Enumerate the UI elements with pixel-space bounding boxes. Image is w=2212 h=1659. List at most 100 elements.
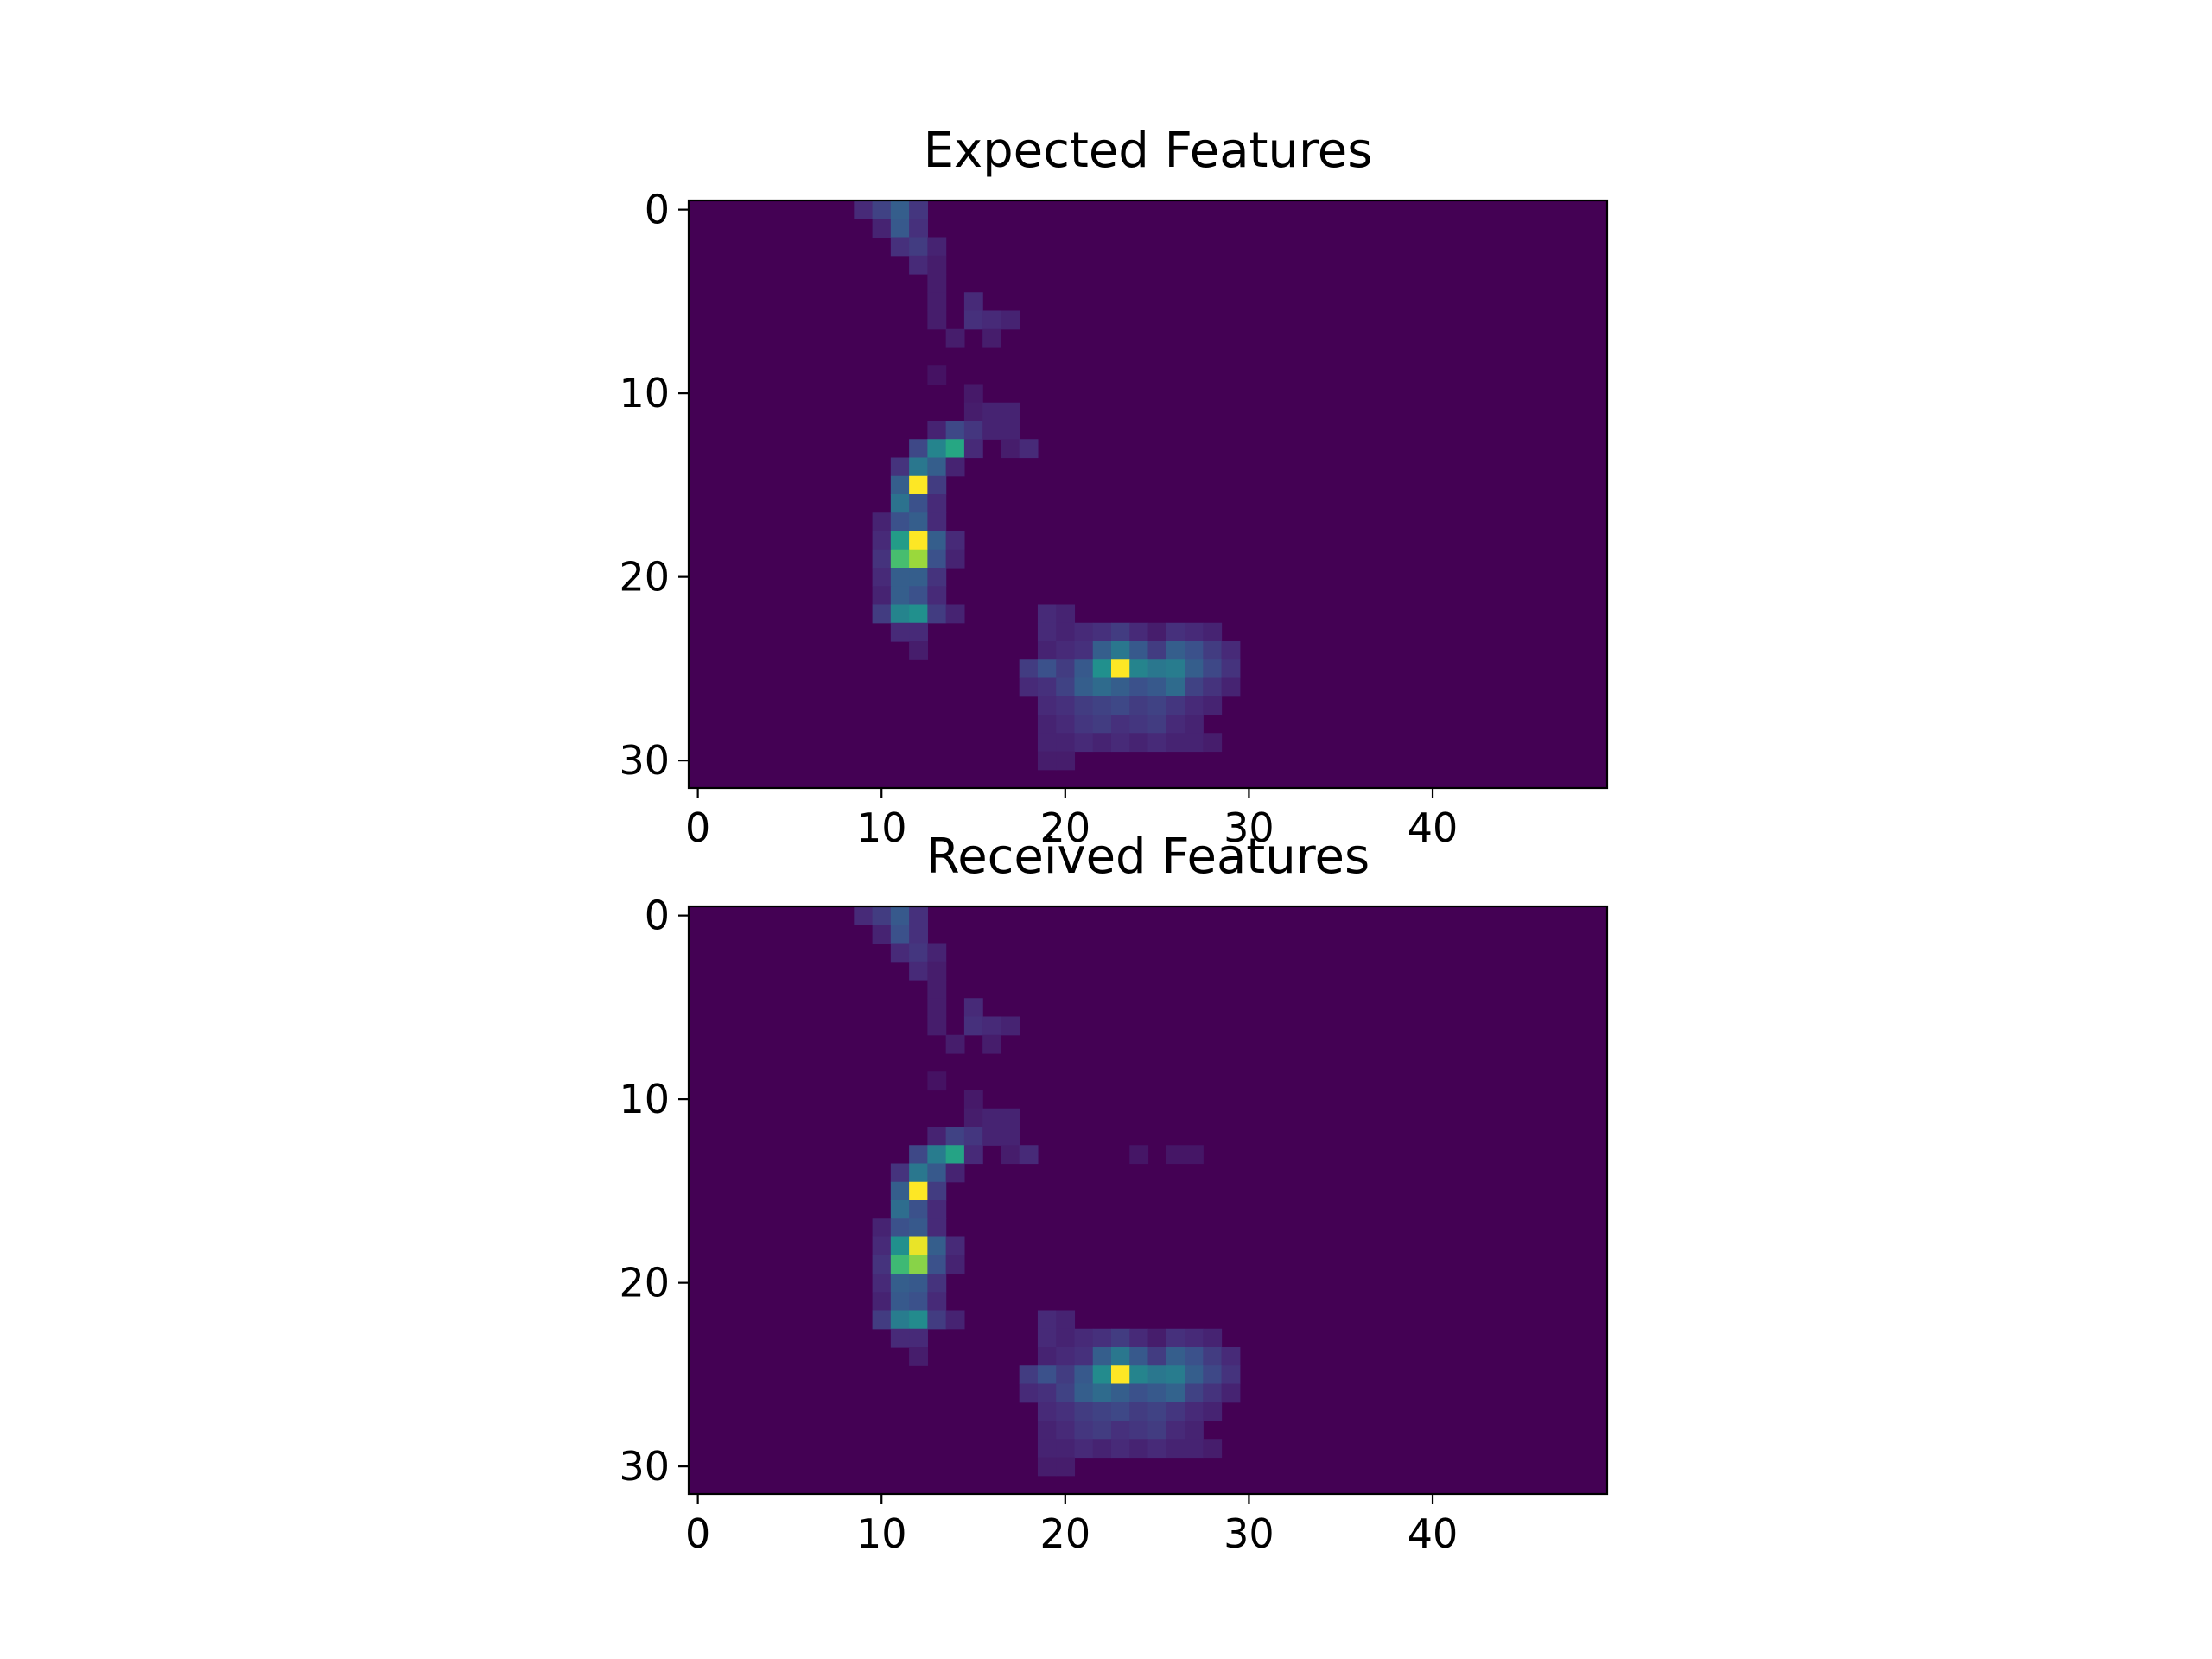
heatmap-cell xyxy=(927,531,947,550)
heatmap-cell xyxy=(890,1200,910,1219)
heatmap-cell xyxy=(927,1145,947,1165)
heatmap-cell xyxy=(1185,622,1204,642)
heatmap-cell xyxy=(927,1255,947,1274)
heatmap-cell xyxy=(890,1310,910,1330)
heatmap-cell xyxy=(1110,1402,1130,1421)
heatmap-cell xyxy=(890,1181,910,1201)
heatmap-cell xyxy=(1019,1383,1039,1403)
heatmap-cell xyxy=(1185,1365,1204,1385)
heatmap-cell xyxy=(909,961,928,981)
heatmap-cell xyxy=(927,549,947,569)
heatmap-cell xyxy=(982,1016,1002,1036)
heatmap-cell xyxy=(890,1236,910,1256)
heatmap-cell xyxy=(963,1090,983,1109)
heatmap-cell xyxy=(890,512,910,532)
heatmap-cell xyxy=(872,219,892,238)
heatmap-cell xyxy=(1129,1439,1149,1459)
heatmap-cell xyxy=(1185,696,1204,715)
heatmap-cell xyxy=(927,457,947,477)
chart-title-expected: Expected Features xyxy=(924,123,1373,179)
heatmap-cell xyxy=(1074,1439,1094,1459)
heatmap-cell xyxy=(854,200,874,219)
heatmap-cell xyxy=(872,1310,892,1330)
heatmap-cell xyxy=(1166,1421,1185,1440)
heatmap-cell xyxy=(1221,677,1241,697)
heatmap-cell xyxy=(945,549,965,569)
heatmap-cell xyxy=(1037,622,1057,642)
heatmap-cell xyxy=(1129,1421,1149,1440)
heatmap-cell xyxy=(1166,1402,1185,1421)
heatmap-cell xyxy=(1092,1439,1112,1459)
heatmap-cell xyxy=(1221,659,1241,679)
heatmap-cell xyxy=(945,1127,965,1146)
heatmap-cell xyxy=(890,1328,910,1348)
heatmap-cell xyxy=(1092,677,1112,697)
heatmap-cell xyxy=(1056,1310,1076,1330)
heatmap-cell xyxy=(1037,1402,1057,1421)
heatmap-cell xyxy=(1203,1328,1223,1348)
heatmap-cell xyxy=(1019,1365,1039,1385)
heatmap-cell xyxy=(909,1236,928,1256)
heatmap-cell xyxy=(1129,659,1149,679)
heatmap-cell xyxy=(982,402,1002,422)
heatmap-cell xyxy=(890,1292,910,1312)
heatmap-cell xyxy=(1129,715,1149,734)
heatmap-cell xyxy=(1074,1421,1094,1440)
heatmap-cell xyxy=(1203,1439,1223,1459)
heatmap-cell xyxy=(927,292,947,312)
heatmap-cell xyxy=(1166,733,1185,753)
heatmap-cell xyxy=(1019,677,1039,697)
x-tick-label: 20 xyxy=(1040,1510,1091,1557)
heatmap-cell xyxy=(945,1310,965,1330)
heatmap-cell xyxy=(1166,1347,1185,1366)
heatmap-cell xyxy=(1056,1439,1076,1459)
heatmap-cell xyxy=(1166,696,1185,715)
heatmap-cell xyxy=(1037,715,1057,734)
chart-title-received: Received Features xyxy=(926,829,1370,885)
heatmap-cell xyxy=(982,421,1002,440)
heatmap-cell xyxy=(1166,1328,1185,1348)
heatmap-cell xyxy=(1092,1402,1112,1421)
heatmap-cell xyxy=(1166,659,1185,679)
y-tick-label: 30 xyxy=(619,737,670,784)
heatmap-cell xyxy=(927,1236,947,1256)
heatmap-cell xyxy=(1166,677,1185,697)
heatmap-cell xyxy=(909,1218,928,1238)
heatmap-cell xyxy=(1001,310,1020,330)
heatmap-cell xyxy=(927,961,947,981)
y-tick-label: 30 xyxy=(619,1443,670,1490)
heatmap-cell xyxy=(963,384,983,404)
heatmap-cell xyxy=(1037,1310,1057,1330)
heatmap-cell xyxy=(1110,659,1130,679)
heatmap-cell xyxy=(927,512,947,532)
heatmap-cell xyxy=(1037,677,1057,697)
heatmap-cell xyxy=(1221,1347,1241,1366)
heatmap-cell xyxy=(1092,622,1112,642)
heatmap-cell xyxy=(1147,696,1167,715)
heatmap-cell xyxy=(1037,641,1057,660)
heatmap-cell xyxy=(909,237,928,257)
heatmap-cell xyxy=(1092,659,1112,679)
heatmap-cell xyxy=(1129,733,1149,753)
heatmap-cell xyxy=(1147,733,1167,753)
heatmap-cell xyxy=(1129,1145,1149,1165)
heatmap-cell xyxy=(909,1255,928,1274)
heatmap-cell xyxy=(1185,1347,1204,1366)
heatmap-cell xyxy=(1185,1328,1204,1348)
heatmap-cell xyxy=(1056,604,1076,624)
heatmap-cell xyxy=(909,925,928,944)
heatmap-cell xyxy=(1185,1402,1204,1421)
heatmap-cell xyxy=(890,1255,910,1274)
heatmap-cell xyxy=(963,998,983,1018)
heatmap-cell xyxy=(945,531,965,550)
heatmap-cell xyxy=(1074,696,1094,715)
heatmap-cell xyxy=(1037,1383,1057,1403)
heatmap-cell xyxy=(1129,622,1149,642)
heatmap-cell xyxy=(909,1328,928,1348)
heatmap-cell xyxy=(1037,1421,1057,1440)
heatmap-cell xyxy=(927,1071,947,1091)
heatmap-cell xyxy=(945,328,965,348)
heatmap-cell xyxy=(909,1347,928,1366)
heatmap-cell xyxy=(1203,1365,1223,1385)
